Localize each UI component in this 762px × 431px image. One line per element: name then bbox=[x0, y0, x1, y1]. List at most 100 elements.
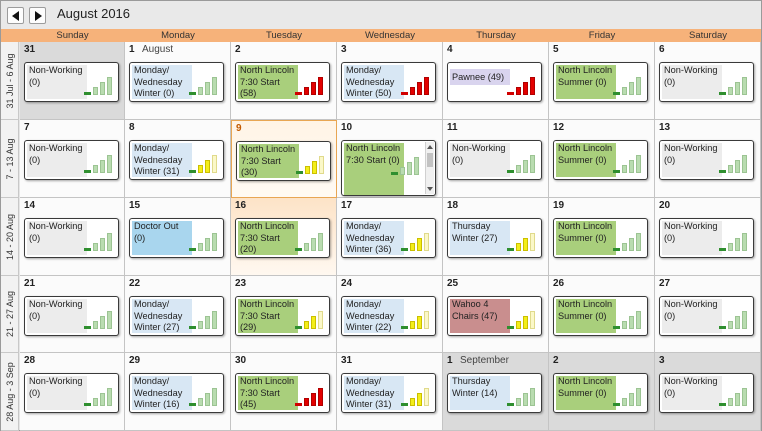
appointment[interactable]: Thursday Winter (14) bbox=[447, 373, 542, 413]
appointment[interactable]: Non-Working (0) bbox=[24, 140, 119, 180]
appointment[interactable]: Non-Working (0) bbox=[659, 373, 754, 413]
appointment[interactable]: Monday/ Wednesday Winter (50) bbox=[341, 62, 436, 102]
appointment[interactable]: Non-Working (0) bbox=[24, 62, 119, 102]
day-cell[interactable]: 27 Non-Working (0) bbox=[655, 276, 761, 353]
appointment[interactable]: Monday/ Wednesday Winter (27) bbox=[129, 296, 224, 336]
day-cell[interactable]: 29 Monday/ Wednesday Winter (16) bbox=[125, 353, 231, 431]
appointment[interactable]: North Lincoln 7:30 Start (45) bbox=[235, 373, 330, 413]
day-cell[interactable]: 30 North Lincoln 7:30 Start (45) bbox=[231, 353, 337, 431]
month-label: September bbox=[460, 355, 509, 366]
day-cell[interactable]: 4 Pawnee (49) bbox=[443, 42, 549, 120]
previous-month-button[interactable] bbox=[7, 7, 24, 24]
scroll-up-icon[interactable] bbox=[427, 145, 433, 149]
next-month-button[interactable] bbox=[29, 7, 46, 24]
day-cell[interactable]: 24 Monday/ Wednesday Winter (22) bbox=[337, 276, 443, 353]
appointment[interactable]: Non-Working (0) bbox=[659, 218, 754, 258]
appointment[interactable]: North Lincoln Summer (0) bbox=[553, 140, 648, 180]
load-bar bbox=[629, 393, 634, 406]
day-cell[interactable]: 25 Wahoo 4 Chairs (47) bbox=[443, 276, 549, 353]
day-cell[interactable]: 31 Non-Working (0) bbox=[20, 42, 125, 120]
week-label[interactable]: 14 - 20 Aug bbox=[1, 198, 19, 276]
day-cell[interactable]: 19 North Lincoln Summer (0) bbox=[549, 198, 655, 276]
day-cell[interactable]: 12 North Lincoln Summer (0) bbox=[549, 120, 655, 198]
day-number: 3 bbox=[341, 44, 347, 55]
day-cell[interactable]: 3 Non-Working (0) bbox=[655, 353, 761, 431]
week-label[interactable]: 7 - 13 Aug bbox=[1, 120, 19, 198]
appointment[interactable]: Monday/ Wednesday Winter (16) bbox=[129, 373, 224, 413]
day-cell[interactable]: 3 Monday/ Wednesday Winter (50) bbox=[337, 42, 443, 120]
scroll-thumb[interactable] bbox=[427, 153, 433, 167]
appointment[interactable]: Pawnee (49) bbox=[447, 62, 542, 102]
appointment[interactable]: Non-Working (0) bbox=[24, 218, 119, 258]
appointment-label: Non-Working (0) bbox=[662, 299, 722, 333]
load-bar bbox=[523, 316, 528, 329]
load-bar bbox=[189, 403, 196, 406]
appointment[interactable]: Non-Working (0) bbox=[659, 296, 754, 336]
load-bar bbox=[84, 403, 91, 406]
load-bar bbox=[516, 398, 521, 406]
day-cell[interactable]: 2 North Lincoln 7:30 Start (58) bbox=[231, 42, 337, 120]
appointment[interactable]: North Lincoln 7:30 Start (0) bbox=[341, 140, 436, 196]
appointment[interactable]: North Lincoln Summer (0) bbox=[553, 373, 648, 413]
day-cell[interactable]: 10 North Lincoln 7:30 Start (0) bbox=[337, 120, 443, 198]
appointment-scrollbar[interactable] bbox=[425, 142, 434, 194]
appointment[interactable]: Non-Working (0) bbox=[659, 140, 754, 180]
appointment[interactable]: Non-Working (0) bbox=[24, 296, 119, 336]
appointment[interactable]: Non-Working (0) bbox=[24, 373, 119, 413]
day-cell[interactable]: 5 North Lincoln Summer (0) bbox=[549, 42, 655, 120]
appointment[interactable]: North Lincoln 7:30 Start (30) bbox=[236, 141, 331, 181]
appointment-label: Non-Working (0) bbox=[662, 221, 722, 255]
week-label[interactable]: 28 Aug - 3 Sep bbox=[1, 353, 19, 431]
day-number: 16 bbox=[235, 200, 247, 211]
appointment[interactable]: Doctor Out (0) bbox=[129, 218, 224, 258]
day-number: 31 bbox=[24, 44, 36, 55]
day-cell[interactable]: 1 September Thursday Winter (14) bbox=[443, 353, 549, 431]
appointment[interactable]: Monday/ Wednesday Winter (0) bbox=[129, 62, 224, 102]
load-bar bbox=[401, 92, 408, 95]
load-bar bbox=[530, 233, 535, 251]
week-label[interactable]: 21 - 27 Aug bbox=[1, 276, 19, 353]
appointment[interactable]: North Lincoln 7:30 Start (20) bbox=[235, 218, 330, 258]
day-cell[interactable]: 11 Non-Working (0) bbox=[443, 120, 549, 198]
day-cell[interactable]: 7 Non-Working (0) bbox=[20, 120, 125, 198]
day-cell[interactable]: 2 North Lincoln Summer (0) bbox=[549, 353, 655, 431]
appointment[interactable]: Monday/ Wednesday Winter (22) bbox=[341, 296, 436, 336]
appointment-label: Non-Working (0) bbox=[662, 143, 722, 177]
appointment[interactable]: Wahoo 4 Chairs (47) bbox=[447, 296, 542, 336]
appointment[interactable]: North Lincoln 7:30 Start (29) bbox=[235, 296, 330, 336]
day-cell[interactable]: 17 Monday/ Wednesday Winter (36) bbox=[337, 198, 443, 276]
day-cell[interactable]: 16 North Lincoln 7:30 Start (20) bbox=[231, 198, 337, 276]
day-cell[interactable]: 28 Non-Working (0) bbox=[20, 353, 125, 431]
appointment[interactable]: Monday/ Wednesday Winter (31) bbox=[129, 140, 224, 180]
appointment[interactable]: Non-Working (0) bbox=[447, 140, 542, 180]
scroll-down-icon[interactable] bbox=[427, 187, 433, 191]
day-cell[interactable]: 14 Non-Working (0) bbox=[20, 198, 125, 276]
day-cell[interactable]: 15 Doctor Out (0) bbox=[125, 198, 231, 276]
load-bar bbox=[417, 238, 422, 251]
day-cell[interactable]: 13 Non-Working (0) bbox=[655, 120, 761, 198]
appointment[interactable]: Monday/ Wednesday Winter (36) bbox=[341, 218, 436, 258]
appointment[interactable]: Thursday Winter (27) bbox=[447, 218, 542, 258]
day-cell[interactable]: 9 North Lincoln 7:30 Start (30) bbox=[231, 120, 337, 198]
appointment[interactable]: Monday/ Wednesday Winter (31) bbox=[341, 373, 436, 413]
day-cell[interactable]: 22 Monday/ Wednesday Winter (27) bbox=[125, 276, 231, 353]
day-cell[interactable]: 6 Non-Working (0) bbox=[655, 42, 761, 120]
day-cell[interactable]: 21 Non-Working (0) bbox=[20, 276, 125, 353]
week-label[interactable]: 31 Jul - 6 Aug bbox=[1, 42, 19, 120]
load-bar bbox=[205, 160, 210, 173]
day-cell[interactable]: 18 Thursday Winter (27) bbox=[443, 198, 549, 276]
appointment[interactable]: North Lincoln Summer (0) bbox=[553, 62, 648, 102]
appointment[interactable]: North Lincoln Summer (0) bbox=[553, 296, 648, 336]
day-cell[interactable]: 26 North Lincoln Summer (0) bbox=[549, 276, 655, 353]
appointment[interactable]: North Lincoln Summer (0) bbox=[553, 218, 648, 258]
load-level-icon bbox=[401, 231, 431, 251]
load-level-icon bbox=[613, 309, 643, 329]
day-cell[interactable]: 23 North Lincoln 7:30 Start (29) bbox=[231, 276, 337, 353]
day-cell[interactable]: 1 August Monday/ Wednesday Winter (0) bbox=[125, 42, 231, 120]
appointment[interactable]: North Lincoln 7:30 Start (58) bbox=[235, 62, 330, 102]
day-cell[interactable]: 8 Monday/ Wednesday Winter (31) bbox=[125, 120, 231, 198]
day-cell[interactable]: 31 Monday/ Wednesday Winter (31) bbox=[337, 353, 443, 431]
day-cell[interactable]: 20 Non-Working (0) bbox=[655, 198, 761, 276]
appointment[interactable]: Non-Working (0) bbox=[659, 62, 754, 102]
load-level-icon bbox=[295, 309, 325, 329]
